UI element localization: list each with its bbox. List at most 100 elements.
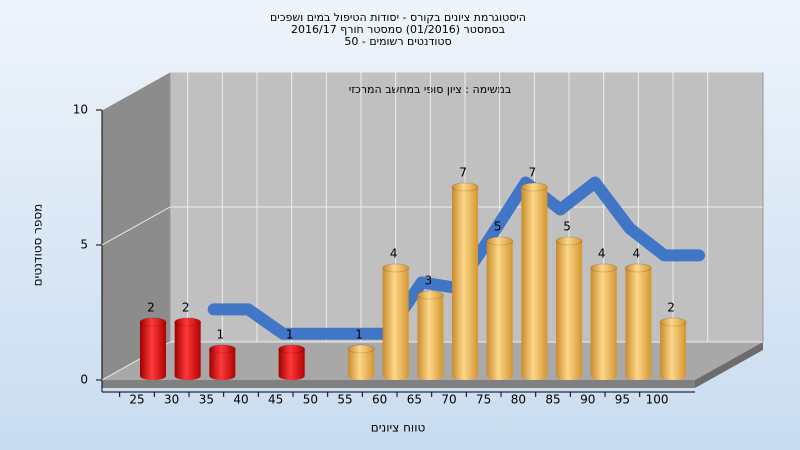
- value-label: 2: [667, 301, 675, 315]
- value-label: 4: [633, 247, 641, 261]
- x-tick-label: 35: [199, 393, 214, 407]
- y-tick-label: 5: [80, 238, 88, 252]
- bar-body: [417, 295, 444, 376]
- y-axis-label: מספר סטודנטים: [31, 204, 45, 287]
- x-tick-label: 90: [580, 393, 595, 407]
- bar-body: [278, 349, 305, 376]
- bar: [174, 317, 202, 380]
- x-tick-label: 65: [407, 393, 422, 407]
- bar-body: [660, 322, 687, 376]
- bar-top: [416, 290, 444, 300]
- x-tick-label: 75: [476, 393, 491, 407]
- grid-line: [101, 71, 171, 111]
- bar: [659, 317, 687, 380]
- bar-top: [382, 263, 410, 273]
- title-line: סטודנטים רשומים - 50: [344, 35, 451, 48]
- bar: [555, 236, 583, 380]
- x-tick-label: 95: [615, 393, 630, 407]
- value-label: 1: [355, 328, 363, 342]
- value-label: 7: [459, 166, 467, 180]
- bar-body: [486, 241, 513, 376]
- bar-top: [659, 317, 687, 327]
- bar: [382, 263, 410, 380]
- bar: [278, 344, 306, 380]
- bar-body: [556, 241, 583, 376]
- bar-body: [348, 349, 375, 376]
- bar-bottom: [140, 372, 166, 380]
- bar-body: [452, 187, 479, 376]
- bar-bottom: [452, 372, 479, 380]
- x-axis-label: טווח ציונים: [371, 421, 426, 435]
- value-label: 1: [286, 328, 294, 342]
- value-label: 4: [390, 247, 398, 261]
- bar-body: [174, 322, 201, 376]
- x-tick-label: 45: [268, 393, 283, 407]
- x-tick-label: 100: [646, 393, 669, 407]
- bar-top: [624, 263, 652, 273]
- floor-edge: [102, 380, 695, 388]
- bar-top: [486, 236, 514, 246]
- value-label: 2: [182, 301, 190, 315]
- bar: [624, 263, 652, 380]
- value-label: 5: [563, 220, 571, 234]
- value-label: 2: [147, 301, 155, 315]
- bar: [451, 182, 479, 380]
- bar: [416, 290, 444, 380]
- bar: [520, 182, 548, 380]
- y-tick-label: 10: [73, 103, 88, 117]
- bar-bottom: [660, 372, 687, 380]
- bar-top: [208, 344, 236, 354]
- bar-top: [139, 317, 167, 327]
- bar-bottom: [348, 372, 375, 380]
- bar-bottom: [278, 372, 305, 380]
- value-label: 7: [529, 166, 537, 180]
- x-tick-label: 30: [164, 393, 179, 407]
- x-tick-label: 85: [545, 393, 560, 407]
- bar-bottom: [382, 372, 409, 380]
- bar-bottom: [174, 372, 201, 380]
- bar-body: [140, 322, 166, 376]
- bar-top: [451, 182, 479, 192]
- title: היסטוגרמת ציונים בקורס - יסודות הטיפול ב…: [270, 11, 526, 48]
- x-tick-label: 70: [441, 393, 456, 407]
- title-line: היסטוגרמת ציונים בקורס - יסודות הטיפול ב…: [270, 11, 526, 24]
- bar: [486, 236, 514, 380]
- title-line: בסמסטר (01/2016) סמסטר חורף 2016/17: [291, 23, 505, 36]
- bar-bottom: [590, 372, 617, 380]
- x-tick-label: 40: [233, 393, 248, 407]
- x-tick-label: 25: [129, 393, 144, 407]
- value-label: 1: [217, 328, 225, 342]
- bar-body: [521, 187, 548, 376]
- bar-bottom: [417, 372, 444, 380]
- bar-body: [625, 268, 652, 376]
- bar-bottom: [486, 372, 513, 380]
- bar-top: [347, 344, 375, 354]
- grid-line: [101, 206, 171, 246]
- bar: [139, 317, 167, 380]
- bar-top: [520, 182, 548, 192]
- floor-edge: [695, 342, 763, 388]
- y-tick-label: 0: [80, 373, 88, 387]
- bar-bottom: [625, 372, 652, 380]
- bar: [208, 344, 236, 380]
- x-tick-label: 55: [337, 393, 352, 407]
- bar: [347, 344, 375, 380]
- value-label: 3: [425, 274, 433, 288]
- x-tick-label: 50: [303, 393, 318, 407]
- value-label: 5: [494, 220, 502, 234]
- bar-bottom: [521, 372, 548, 380]
- bar-top: [278, 344, 306, 354]
- x-tick-label: 80: [511, 393, 526, 407]
- x-tick-label: 60: [372, 393, 387, 407]
- bar: [590, 263, 618, 380]
- bar-body: [590, 268, 617, 376]
- bar-bottom: [209, 372, 236, 380]
- bar-body: [382, 268, 409, 376]
- bar-bottom: [556, 372, 583, 380]
- bar-top: [555, 236, 583, 246]
- value-label: 4: [598, 247, 606, 261]
- bar-body: [209, 349, 236, 376]
- bar-top: [174, 317, 202, 327]
- bar-top: [590, 263, 618, 273]
